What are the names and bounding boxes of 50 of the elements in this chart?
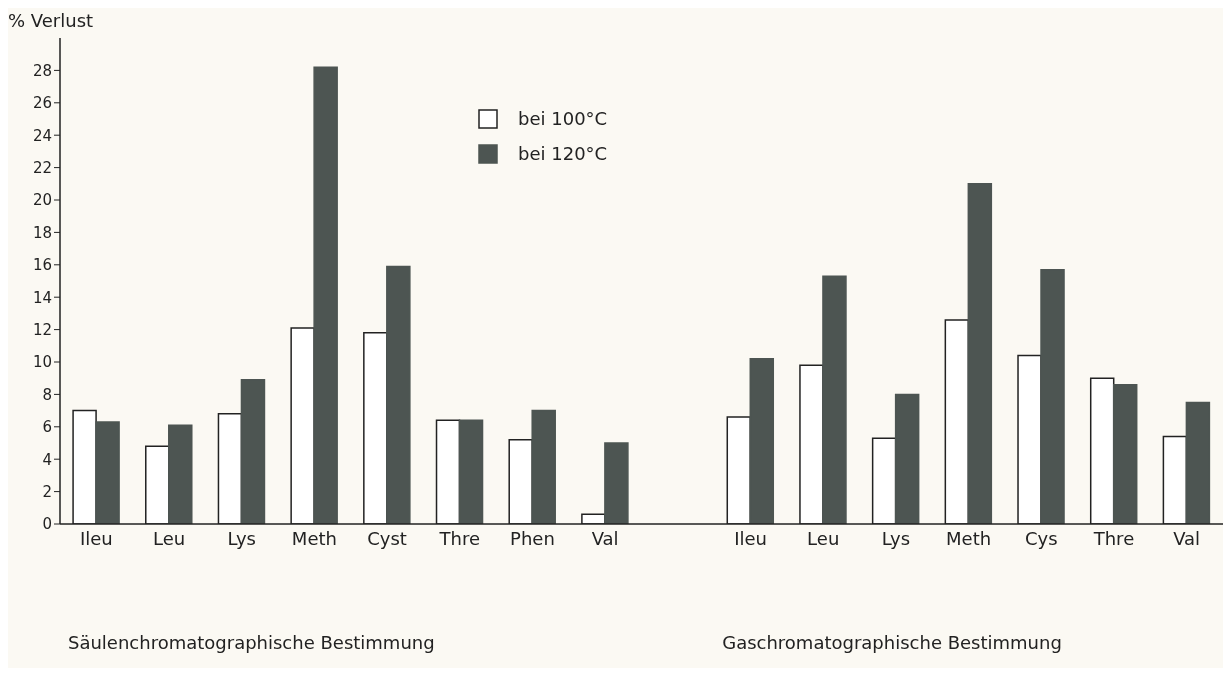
bar — [531, 409, 556, 524]
bar — [313, 66, 338, 524]
y-tick-label: 20 — [32, 191, 52, 210]
text: Gaschromatographische Bestimmung — [722, 632, 1062, 653]
y-tick-label: 16 — [32, 256, 52, 275]
bar — [749, 358, 775, 524]
y-tick-label: 2 — [42, 482, 52, 501]
y-tick-label: 12 — [32, 320, 52, 339]
x-tick-label: Ileu — [734, 527, 767, 549]
bar — [1040, 268, 1065, 524]
bar — [1185, 401, 1211, 524]
y-tick-label: 4 — [42, 450, 52, 469]
x-tick-label: Lys — [881, 527, 911, 549]
y-tick-label: 26 — [32, 94, 52, 113]
y-tick-label: 0 — [42, 515, 52, 534]
bar — [894, 393, 920, 524]
x-tick-label: Leu — [152, 527, 186, 549]
y-tick-label: 8 — [42, 385, 52, 404]
bar — [240, 379, 266, 524]
y-tick-label: 10 — [32, 353, 52, 372]
x-tick-label: Val — [1173, 527, 1201, 549]
y-tick-label: 22 — [32, 158, 52, 177]
x-tick-label: Meth — [291, 527, 337, 549]
bar — [458, 419, 484, 524]
text: Säulenchromatographische Bestimmung — [68, 632, 435, 653]
x-tick-label: Leu — [807, 527, 840, 549]
bar — [967, 183, 993, 524]
x-tick-label: Lys — [227, 527, 256, 549]
x-tick-label: Cyst — [367, 527, 407, 549]
x-tick-label: Thre — [438, 527, 481, 549]
bar — [822, 275, 847, 524]
y-tick-label: 28 — [32, 61, 52, 80]
x-tick-label: Phen — [510, 527, 555, 549]
x-tick-label: Cys — [1024, 527, 1058, 549]
bar — [1112, 383, 1138, 524]
y-tick-label: 18 — [32, 223, 52, 242]
legend-label: bei 120°C — [518, 143, 608, 164]
y-tick-label: 24 — [32, 126, 52, 145]
y-tick-label: 6 — [42, 418, 52, 437]
x-tick-label: Thre — [1092, 527, 1135, 549]
y-tick-label: 14 — [32, 288, 52, 307]
bar — [604, 442, 629, 524]
legend-label: bei 100°C — [518, 108, 608, 129]
x-tick-label: Val — [591, 527, 619, 549]
bar — [95, 421, 120, 524]
bar — [168, 424, 193, 524]
x-tick-label: Meth — [946, 527, 992, 549]
bar — [386, 265, 411, 524]
x-tick-label: Ileu — [79, 527, 113, 549]
y-axis-title: % Verlust — [8, 10, 94, 31]
